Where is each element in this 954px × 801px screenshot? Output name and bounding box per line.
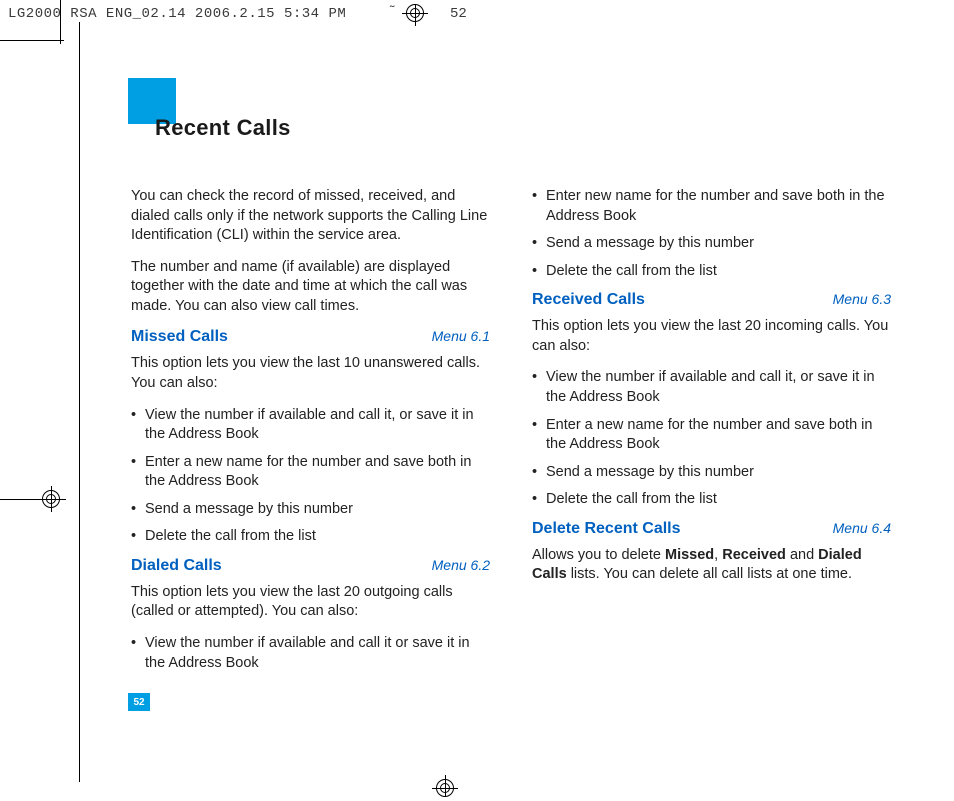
register-mark-icon [38, 486, 64, 512]
list-item: Enter a new name for the number and save… [131, 453, 490, 492]
text-run: lists. You can delete all call lists at … [567, 566, 852, 582]
list-item: Send a message by this number [131, 500, 490, 520]
bullet-list: View the number if available and call it… [532, 368, 891, 509]
list-item: Send a message by this number [532, 234, 891, 254]
text-run: and [786, 547, 818, 563]
menu-ref: Menu 6.4 [833, 520, 891, 536]
menu-ref: Menu 6.3 [833, 291, 891, 307]
section-heading: Missed Calls [131, 328, 228, 346]
bold-term: Received [722, 547, 786, 563]
crop-mark [60, 0, 61, 44]
section-lead: Allows you to delete Missed, Received an… [532, 546, 891, 585]
list-item: Send a message by this number [532, 463, 891, 483]
section-lead: This option lets you view the last 20 in… [532, 317, 891, 356]
section-heading: Delete Recent Calls [532, 520, 681, 538]
section-heading-row: Delete Recent Calls Menu 6.4 [532, 520, 891, 538]
page-content: Recent Calls You can check the record of… [79, 22, 954, 782]
menu-ref: Menu 6.2 [432, 557, 490, 573]
text-run: Allows you to delete [532, 547, 665, 563]
body-columns: You can check the record of missed, rece… [131, 187, 891, 687]
section-heading-row: Received Calls Menu 6.3 [532, 291, 891, 309]
crop-mark [0, 40, 64, 41]
list-item: Enter new name for the number and save b… [532, 187, 891, 226]
section-heading-row: Missed Calls Menu 6.1 [131, 328, 490, 346]
print-tilde: ˜ [388, 4, 396, 20]
list-item: Delete the call from the list [532, 490, 891, 510]
section-lead: This option lets you view the last 20 ou… [131, 583, 490, 622]
list-item: View the number if available and call it… [131, 634, 490, 673]
list-item: Delete the call from the list [532, 262, 891, 282]
section-lead: This option lets you view the last 10 un… [131, 354, 490, 393]
bullet-list: View the number if available and call it… [131, 406, 490, 547]
list-item: View the number if available and call it… [532, 368, 891, 407]
list-item: Delete the call from the list [131, 527, 490, 547]
page-title: Recent Calls [155, 115, 291, 141]
bold-term: Missed [665, 547, 714, 563]
intro-paragraph: You can check the record of missed, rece… [131, 187, 490, 246]
print-slug: LG2000 RSA ENG_02.14 2006.2.15 5:34 PM [8, 6, 346, 22]
section-heading: Dialed Calls [131, 557, 222, 575]
print-top-page-number: 52 [450, 6, 467, 22]
list-item: Enter a new name for the number and save… [532, 416, 891, 455]
section-heading-row: Dialed Calls Menu 6.2 [131, 557, 490, 575]
intro-paragraph: The number and name (if available) are d… [131, 258, 490, 317]
menu-ref: Menu 6.1 [432, 328, 490, 344]
list-item: View the number if available and call it… [131, 406, 490, 445]
page-number-badge: 52 [128, 693, 150, 711]
section-heading: Received Calls [532, 291, 645, 309]
